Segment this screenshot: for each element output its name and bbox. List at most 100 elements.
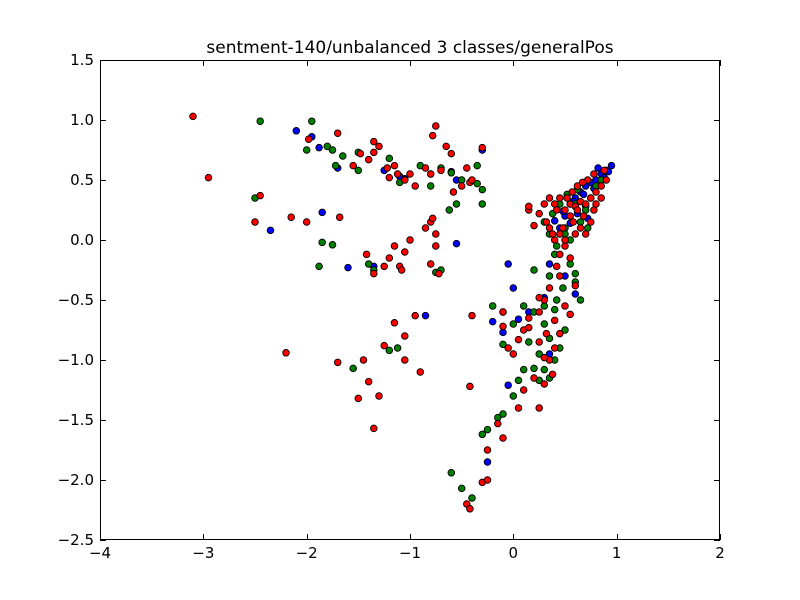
data-point bbox=[302, 218, 311, 226]
plot-area bbox=[100, 60, 720, 540]
data-point bbox=[333, 358, 342, 367]
data-point bbox=[468, 494, 476, 502]
data-point bbox=[463, 164, 471, 172]
data-point bbox=[525, 338, 533, 346]
data-point bbox=[328, 146, 337, 154]
y-tick-label: −0.5 bbox=[58, 291, 94, 309]
data-point bbox=[411, 311, 419, 320]
data-point bbox=[478, 430, 487, 439]
data-point bbox=[552, 296, 561, 304]
data-point bbox=[499, 410, 507, 418]
data-point bbox=[566, 310, 574, 319]
data-point bbox=[499, 322, 507, 331]
data-point bbox=[542, 218, 551, 226]
data-point bbox=[189, 112, 197, 121]
data-point bbox=[432, 242, 440, 250]
data-point bbox=[397, 266, 406, 274]
data-point bbox=[390, 319, 399, 327]
data-point bbox=[426, 260, 435, 268]
data-point bbox=[302, 146, 311, 154]
data-point bbox=[573, 182, 582, 190]
data-point bbox=[535, 293, 543, 302]
data-point bbox=[383, 164, 392, 172]
data-point bbox=[581, 200, 590, 208]
data-point bbox=[514, 335, 523, 344]
data-point bbox=[530, 374, 538, 382]
chart-title: sentment-140/unbalanced 3 classes/genera… bbox=[206, 38, 613, 58]
data-point bbox=[579, 212, 588, 220]
data-point bbox=[556, 230, 564, 238]
data-point bbox=[499, 434, 507, 442]
data-point bbox=[561, 326, 569, 334]
data-point bbox=[504, 260, 512, 268]
x-tick-label: −3 bbox=[192, 544, 214, 562]
data-point bbox=[568, 188, 576, 196]
data-point bbox=[576, 296, 585, 304]
data-point bbox=[530, 364, 538, 373]
x-tick-label: 2 bbox=[715, 544, 725, 562]
data-point bbox=[390, 161, 399, 170]
data-point bbox=[432, 122, 440, 130]
data-point bbox=[354, 166, 363, 175]
data-point bbox=[349, 364, 357, 373]
data-point bbox=[473, 161, 481, 170]
data-point bbox=[315, 143, 323, 152]
data-point bbox=[587, 218, 595, 226]
data-point bbox=[432, 230, 440, 238]
data-point bbox=[437, 166, 445, 175]
data-point bbox=[393, 344, 402, 352]
data-point bbox=[411, 182, 419, 190]
data-point bbox=[561, 206, 569, 214]
data-point bbox=[566, 212, 574, 220]
data-point bbox=[447, 169, 456, 177]
data-point bbox=[323, 142, 332, 151]
data-point bbox=[550, 316, 559, 325]
data-point bbox=[602, 176, 611, 184]
data-point bbox=[548, 230, 557, 238]
data-point bbox=[592, 188, 600, 196]
data-point bbox=[556, 250, 564, 259]
data-point bbox=[349, 161, 357, 170]
data-point bbox=[576, 224, 585, 232]
data-point bbox=[561, 236, 569, 244]
data-point bbox=[468, 176, 476, 184]
data-point bbox=[548, 370, 557, 379]
data-point bbox=[256, 117, 264, 125]
data-point bbox=[514, 404, 523, 412]
data-point bbox=[540, 200, 549, 208]
data-point bbox=[364, 377, 373, 386]
data-point bbox=[331, 161, 340, 170]
data-point bbox=[256, 191, 264, 200]
data-point bbox=[483, 446, 492, 454]
x-tick-label: 1 bbox=[612, 544, 622, 562]
data-point bbox=[344, 263, 352, 272]
data-point bbox=[359, 356, 368, 364]
data-point bbox=[421, 311, 430, 320]
data-point bbox=[600, 166, 609, 175]
data-point bbox=[406, 236, 414, 244]
data-point bbox=[204, 173, 213, 182]
x-tick-label: −2 bbox=[296, 544, 318, 562]
data-point bbox=[509, 320, 518, 328]
data-point bbox=[540, 380, 549, 388]
data-point bbox=[509, 284, 518, 292]
plot-frame bbox=[100, 60, 720, 540]
data-point bbox=[452, 239, 461, 248]
data-point bbox=[569, 218, 578, 226]
data-point bbox=[315, 262, 323, 271]
data-point bbox=[556, 272, 564, 280]
data-point bbox=[581, 230, 590, 238]
data-point bbox=[545, 224, 554, 232]
y-tick-label: 1.5 bbox=[70, 51, 94, 69]
x-tick-labels: −4 −3 −2 −1 0 1 2 bbox=[89, 544, 725, 562]
y-tick-label: −2.0 bbox=[58, 471, 94, 489]
data-point bbox=[559, 224, 567, 232]
data-point bbox=[483, 476, 492, 484]
data-point bbox=[545, 284, 554, 292]
data-point bbox=[483, 425, 492, 434]
data-point bbox=[421, 224, 430, 232]
data-point bbox=[571, 269, 580, 278]
data-point bbox=[535, 350, 543, 358]
x-tick-label: 0 bbox=[509, 544, 519, 562]
